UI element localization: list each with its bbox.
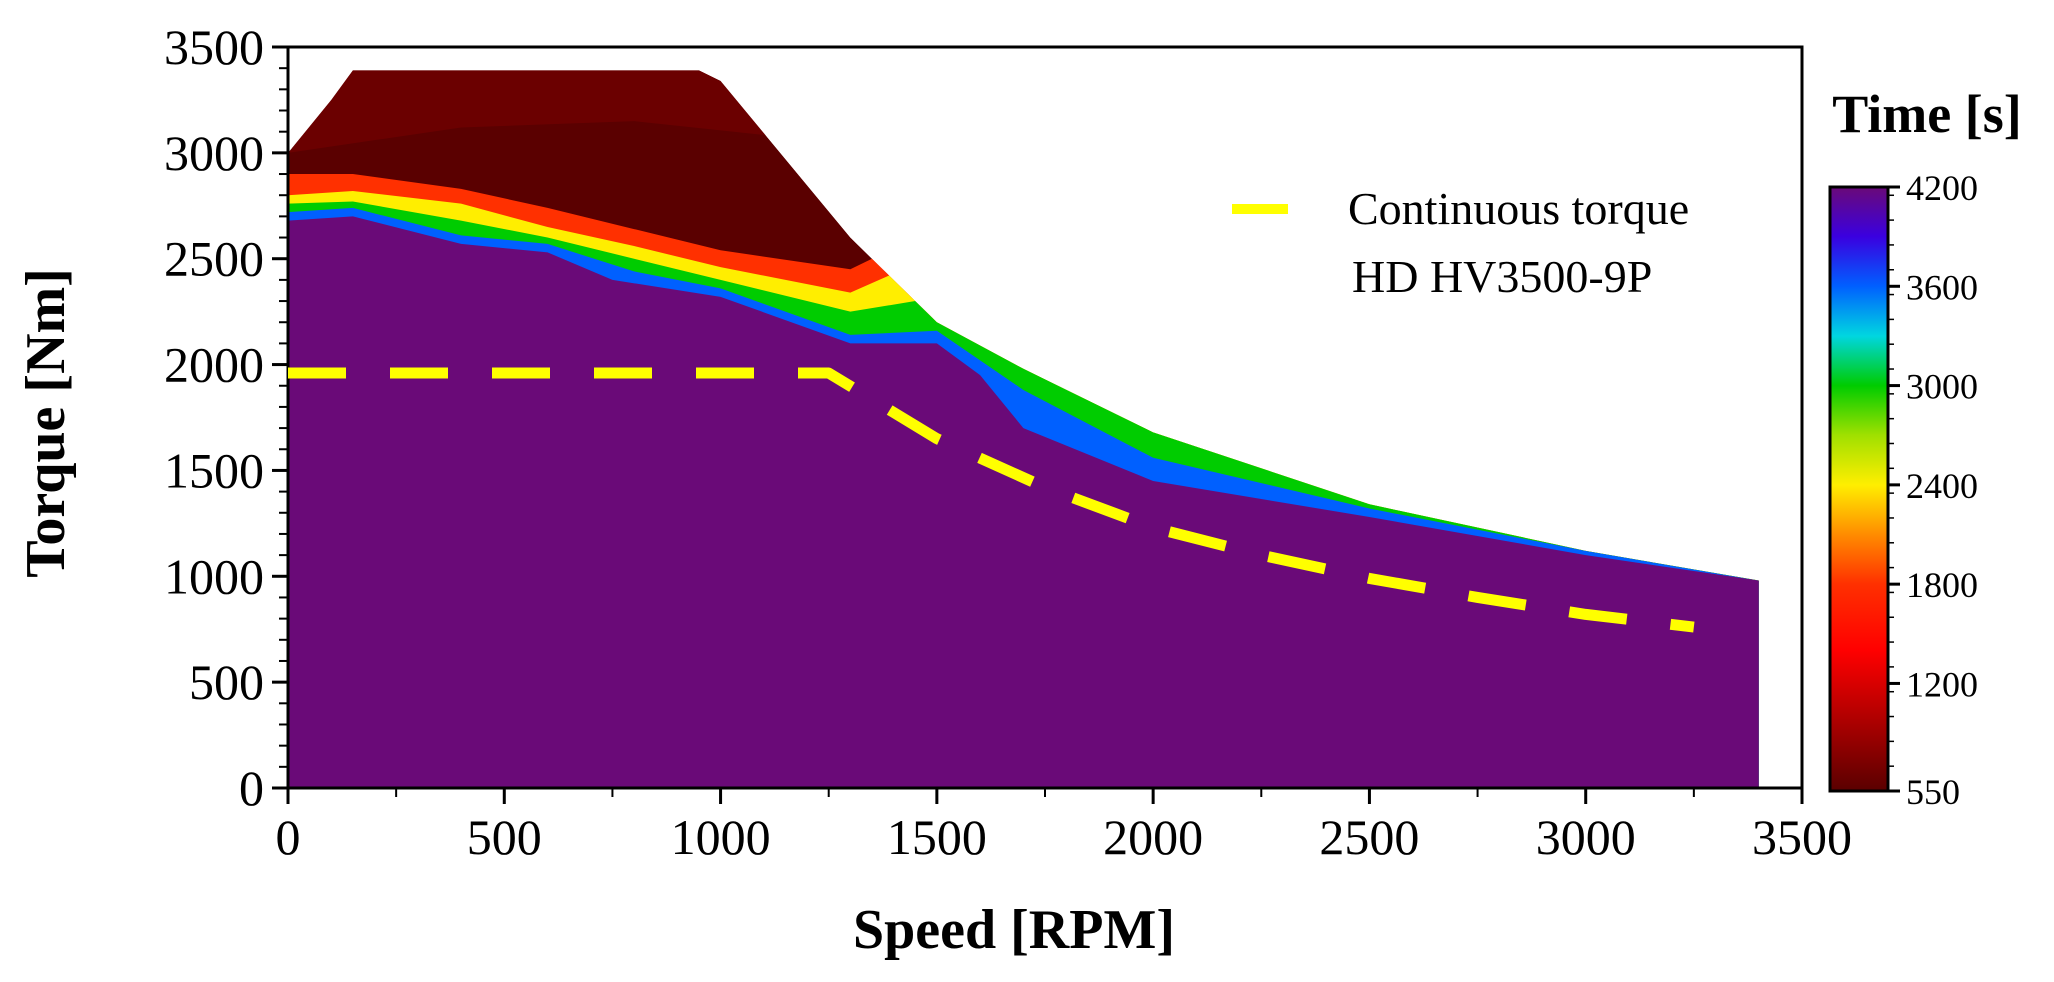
- contour-band-darkest: [288, 70, 773, 153]
- y-axis-title: Torque [Nm]: [15, 268, 77, 578]
- y-tick-label: 500: [189, 654, 264, 710]
- contour-fill-layer: [288, 70, 1759, 788]
- legend-label-line1: Continuous torque: [1348, 183, 1689, 234]
- colorbar-tick-label: 2400: [1906, 466, 1978, 506]
- colorbar-title: Time [s]: [1832, 84, 2021, 144]
- x-tick-label: 3000: [1536, 809, 1636, 865]
- axes: 0 500 1000 1500 2000 2500 3000 3500 0 500 1000 1500…: [164, 19, 1852, 865]
- x-tick-label: 1000: [671, 809, 771, 865]
- contour-band-4200: [288, 216, 1759, 788]
- x-tick-label: 1500: [887, 809, 987, 865]
- colorbar-scale: [1828, 185, 1890, 793]
- y-tick-label: 1500: [164, 442, 264, 498]
- legend-label-line2: HD HV3500-9P: [1352, 251, 1652, 302]
- colorbar: Time [s] 550 1200 1800 2400 3000 3600 4200: [1828, 84, 2022, 812]
- y-tick-label: 3000: [164, 125, 264, 181]
- y-tick-label: 2500: [164, 231, 264, 287]
- x-tick-label: 0: [276, 809, 301, 865]
- colorbar-tick-label: 3600: [1906, 267, 1978, 307]
- colorbar-tick-label: 1800: [1906, 565, 1978, 605]
- series-layer: [288, 367, 1695, 633]
- x-tick-label: 2500: [1319, 809, 1419, 865]
- colorbar-tick-label: 4200: [1906, 168, 1978, 208]
- colorbar-tick-label: 3000: [1906, 367, 1978, 407]
- y-tick-label: 1000: [164, 548, 264, 604]
- x-axis-title: Speed [RPM]: [853, 899, 1175, 961]
- x-tick-label: 500: [467, 809, 542, 865]
- colorbar-tick-label: 550: [1906, 772, 1960, 812]
- y-tick-label: 3500: [164, 19, 264, 75]
- legend: Continuous torque HD HV3500-9P: [1232, 183, 1689, 302]
- y-tick-label: 2000: [164, 337, 264, 393]
- x-tick-label: 2000: [1103, 809, 1203, 865]
- colorbar-ticks: 550 1200 1800 2400 3000 3600 4200: [1888, 168, 1978, 812]
- y-tick-label: 0: [239, 760, 264, 816]
- series-line-continuous-torque: [288, 367, 1695, 633]
- colorbar-tick-label: 1200: [1906, 664, 1978, 704]
- x-tick-label: 3500: [1752, 809, 1852, 865]
